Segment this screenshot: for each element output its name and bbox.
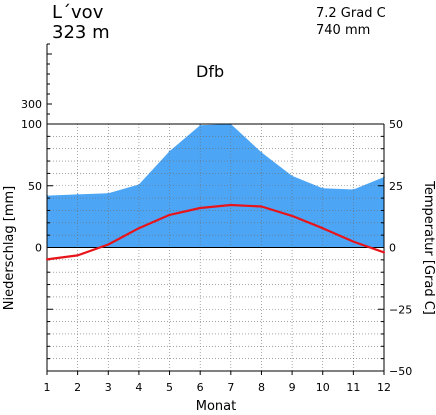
x-tick-label: 2 <box>74 381 81 394</box>
right-axis-label: Temperatur [Grad C] <box>421 180 436 315</box>
right-tick-label: 50 <box>389 118 403 131</box>
left-tick-label: 100 <box>21 118 42 131</box>
x-tick-label: 9 <box>289 381 296 394</box>
x-tick-label: 1 <box>44 381 51 394</box>
x-tick-label: 11 <box>346 381 360 394</box>
right-tick-label: 25 <box>389 180 403 193</box>
left-tick-label: 300 <box>21 98 42 111</box>
precipitation-point <box>199 124 201 126</box>
x-tick-label: 5 <box>166 381 173 394</box>
temperature-point <box>137 227 140 230</box>
station-elevation: 323 m <box>52 22 110 43</box>
temperature-point <box>352 240 355 243</box>
x-axis-label: Monat <box>196 399 236 414</box>
temperature-line-layer <box>46 203 385 261</box>
temperature-point <box>76 254 79 257</box>
left-tick-label: 0 <box>35 242 42 255</box>
right-tick-label: 0 <box>389 242 396 255</box>
precipitation-point <box>352 188 355 191</box>
temperature-point <box>383 251 385 254</box>
precipitation-point <box>321 187 324 189</box>
temperature-point <box>229 204 232 206</box>
x-tick-label: 8 <box>258 381 265 394</box>
x-tick-label: 7 <box>227 381 234 394</box>
station-name: L´vov <box>52 2 104 23</box>
right-tick-label: −25 <box>389 303 412 316</box>
climate-class: Dfb <box>196 62 224 81</box>
axis-layer <box>46 43 385 375</box>
precipitation-area-layer <box>46 123 385 248</box>
temperature-point <box>199 207 202 209</box>
x-tick-label: 12 <box>377 381 391 394</box>
mean-temperature: 7.2 Grad C <box>316 6 386 21</box>
temperature-line <box>46 203 385 261</box>
temperature-point <box>321 227 324 230</box>
annual-precipitation: 740 mm <box>316 23 370 38</box>
temperature-point <box>107 243 110 246</box>
x-tick-label: 4 <box>135 381 142 394</box>
left-tick-label: 50 <box>28 180 42 193</box>
temperature-point <box>260 205 263 208</box>
temperature-point <box>291 214 294 217</box>
precipitation-point <box>76 193 79 196</box>
precipitation-point <box>260 151 263 154</box>
right-tick-label: −50 <box>389 365 412 378</box>
x-tick-label: 10 <box>316 381 330 394</box>
temperature-point <box>168 213 171 216</box>
x-tick-label: 6 <box>197 381 204 394</box>
x-tick-label: 3 <box>105 381 112 394</box>
temperature-point <box>46 258 48 261</box>
left-axis-label: Niederschlag [mm] <box>2 186 17 311</box>
